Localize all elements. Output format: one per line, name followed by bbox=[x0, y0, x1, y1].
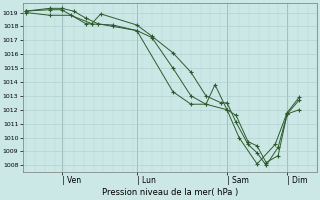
X-axis label: Pression niveau de la mer( hPa ): Pression niveau de la mer( hPa ) bbox=[102, 188, 238, 197]
